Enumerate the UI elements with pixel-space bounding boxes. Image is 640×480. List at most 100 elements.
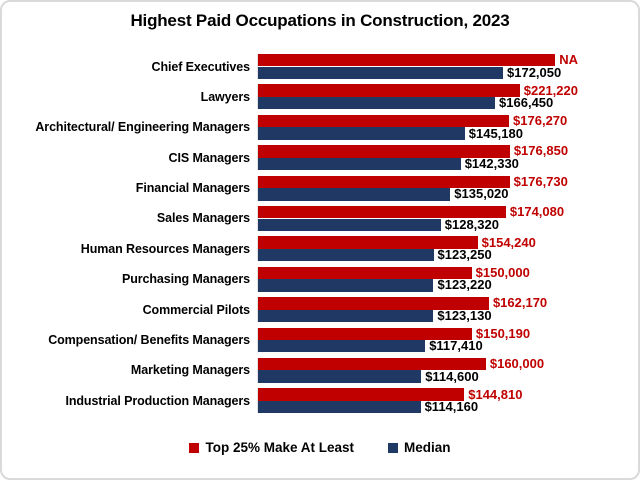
top25-bar: [258, 175, 510, 188]
bar-line: NA: [258, 52, 578, 68]
bar-line: $123,220: [258, 277, 578, 293]
top25-bar: [258, 357, 486, 371]
chart-row: Commercial Pilots $162,170 $123,130: [2, 295, 638, 323]
bar-group: $162,170 $123,130: [257, 295, 578, 323]
top25-bar: [258, 206, 506, 219]
bar-line: $117,410: [258, 338, 578, 354]
top25-value-label: NA: [559, 52, 578, 68]
bar-group: $176,730 $135,020: [257, 173, 578, 202]
bar-line: $160,000: [258, 356, 578, 372]
median-bar: [258, 157, 461, 171]
median-bar: [258, 400, 421, 414]
category-label: Lawyers: [200, 89, 250, 104]
top25-value-label: $176,850: [513, 143, 569, 159]
bar-line: $123,130: [258, 309, 578, 323]
category-label: Marketing Managers: [130, 363, 250, 378]
median-value-label: $114,160: [424, 399, 479, 415]
median-value-label: $142,330: [464, 155, 519, 171]
bar-group: $176,270 $145,180: [257, 113, 578, 140]
bar-chart-plot-area: Chief Executives NA $172,050 Lawyers $221,22…: [2, 52, 638, 415]
top25-value-label: $221,220: [523, 82, 578, 98]
chart-row: Human Resources Managers $154,240 $123,250: [2, 236, 638, 263]
bar-line: $114,600: [258, 370, 578, 383]
chart-row: Industrial Production Managers $144,810 $1…: [2, 388, 638, 415]
median-value-label: $145,180: [468, 125, 523, 141]
median-bar: [258, 127, 465, 140]
median-bar: [258, 66, 504, 79]
category-label: Commercial Pilots: [142, 302, 250, 317]
bar-line: $128,320: [258, 218, 578, 231]
bar-group: $154,240 $123,250: [257, 236, 578, 263]
median-value-label: $114,600: [425, 368, 479, 384]
top25-value-label: $144,810: [468, 386, 523, 402]
top25-bar: [258, 84, 520, 97]
category-label: Financial Managers: [135, 181, 250, 196]
bar-line: $176,850: [258, 143, 578, 159]
bar-line: $172,050: [258, 64, 578, 80]
top25-bar: [258, 54, 556, 67]
bar-line: $174,080: [258, 205, 578, 219]
top25-bar: [258, 388, 465, 401]
chart-row: Lawyers $221,220 $166,450: [2, 84, 638, 110]
top25-legend-swatch: [189, 442, 200, 453]
bar-line: $145,180: [258, 127, 578, 140]
category-label: Compensation/ Benefits Managers: [48, 333, 250, 348]
category-label: Architectural/ Engineering Managers: [35, 120, 250, 135]
median-value-label: $117,410: [429, 338, 483, 354]
median-value-label: $128,320: [444, 216, 499, 232]
top25-value-label: $176,730: [513, 173, 568, 189]
bar-line: $123,250: [258, 247, 578, 263]
chart-row: Financial Managers $176,730 $135,020: [2, 173, 638, 202]
top25-bar: [258, 236, 478, 249]
top25-bar: [258, 327, 472, 340]
chart-row: CIS Managers $176,850 $142,330: [2, 143, 638, 171]
top25-value-label: $154,240: [481, 234, 536, 250]
median-bar: [258, 218, 441, 231]
median-bar: [258, 279, 434, 292]
category-label: Industrial Production Managers: [65, 393, 250, 408]
chart-row: Compensation/ Benefits Managers $150,190 $…: [2, 325, 638, 354]
top25-value-label: $160,000: [489, 356, 545, 372]
category-label: Human Resources Managers: [80, 241, 250, 256]
median-bar: [258, 309, 434, 323]
legend-item-top25: Top 25% Make At Least: [189, 440, 354, 455]
median-value-label: $135,020: [454, 186, 509, 202]
bar-group: $150,000 $123,220: [257, 264, 578, 293]
bar-group: $176,850 $142,330: [257, 143, 578, 171]
median-value-label: $123,220: [437, 277, 492, 293]
top25-value-label: $150,000: [475, 264, 530, 280]
top25-value-label: $150,190: [475, 325, 531, 341]
chart-row: Chief Executives NA $172,050: [2, 52, 638, 80]
top25-value-label: $162,170: [492, 295, 548, 311]
bar-line: $176,270: [258, 113, 578, 129]
bar-line: $114,160: [258, 399, 578, 415]
category-label: Chief Executives: [151, 59, 251, 74]
chart-title: Highest Paid Occupations in Construction…: [130, 11, 510, 30]
bar-line: $150,190: [258, 325, 578, 341]
bar-line: $221,220: [258, 84, 578, 97]
bar-group: $174,080 $128,320: [257, 205, 578, 231]
bar-group: $160,000 $114,600: [257, 356, 578, 383]
bar-line: $166,450: [258, 96, 578, 110]
bar-group: $144,810 $114,160: [257, 388, 578, 415]
median-bar: [258, 340, 426, 353]
category-label: CIS Managers: [168, 150, 251, 165]
top25-bar: [258, 114, 510, 128]
median-value-label: $172,050: [507, 64, 562, 80]
bar-group: $221,220 $166,450: [257, 84, 578, 110]
median-value-label: $123,250: [437, 247, 492, 263]
chart-legend: Top 25% Make At Least Median: [2, 440, 638, 455]
bar-line: $144,810: [258, 388, 578, 401]
top25-bar: [258, 297, 489, 310]
bar-line: $135,020: [258, 186, 578, 202]
bar-line: $142,330: [258, 155, 578, 171]
chart-row: Marketing Managers $160,000 $114,600: [2, 356, 638, 383]
chart-row: Purchasing Managers $150,000 $123,220: [2, 264, 638, 293]
bar-line: $154,240: [258, 236, 578, 249]
legend-label-median: Median: [404, 440, 451, 456]
top25-value-label: $176,270: [513, 113, 568, 129]
category-label: Purchasing Managers: [121, 272, 250, 287]
chart-row: Architectural/ Engineering Managers $176,…: [2, 113, 638, 140]
median-bar: [258, 248, 434, 262]
